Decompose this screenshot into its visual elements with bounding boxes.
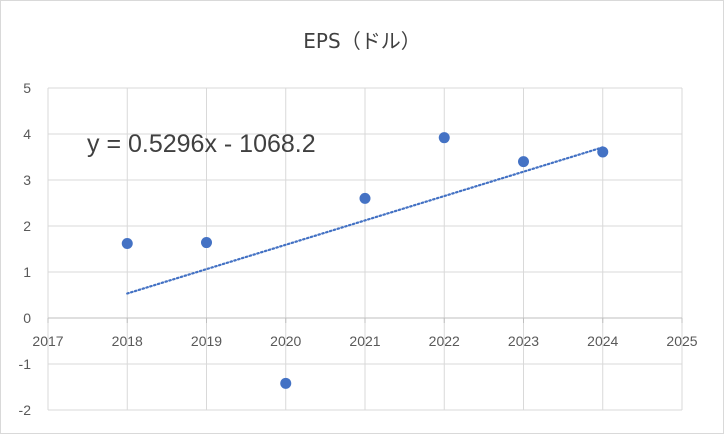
x-tick-label: 2021: [349, 333, 380, 349]
x-tick-label: 2024: [587, 333, 618, 349]
x-tick-label: 2020: [270, 333, 301, 349]
y-tick-label: 2: [23, 218, 31, 234]
y-tick-label: 1: [23, 264, 31, 280]
x-tick-label: 2025: [666, 333, 697, 349]
chart-title: EPS（ドル）: [303, 29, 420, 53]
trendline-group: [126, 146, 604, 295]
y-tick-label: 5: [23, 80, 31, 96]
y-tick-label: 3: [23, 172, 31, 188]
data-points: [121, 132, 609, 389]
data-point: [438, 132, 450, 144]
data-point: [359, 192, 371, 204]
data-point: [121, 237, 133, 249]
y-tick-label: 0: [23, 310, 31, 326]
data-point: [280, 377, 292, 389]
x-tick-label: 2019: [191, 333, 222, 349]
x-tick-label: 2023: [508, 333, 539, 349]
trendline-equation: y = 0.5296x - 1068.2: [87, 130, 316, 158]
x-tick-label: 2018: [112, 333, 143, 349]
data-point: [518, 156, 529, 168]
y-tick-label: 4: [23, 126, 31, 142]
y-tick-label: -1: [19, 356, 32, 372]
x-tick-label: 2022: [429, 333, 460, 349]
trendline: [126, 146, 604, 295]
data-point: [597, 146, 609, 158]
y-tick-label: -2: [19, 402, 32, 418]
data-point: [201, 237, 212, 249]
